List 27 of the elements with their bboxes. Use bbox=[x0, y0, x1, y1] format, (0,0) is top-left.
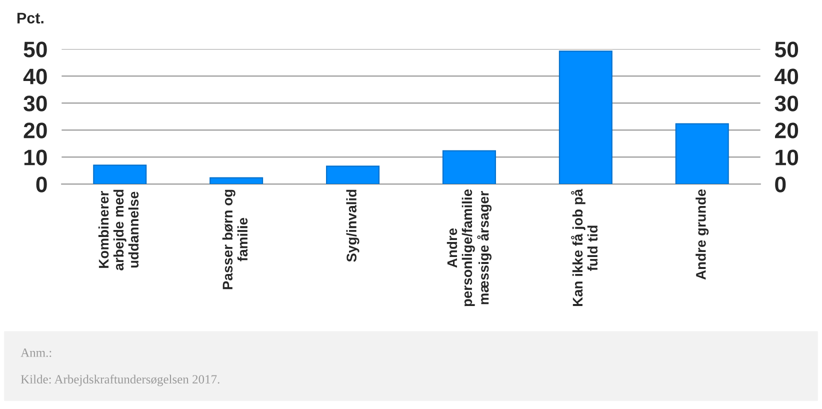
x-tick-label: Andre grunde bbox=[696, 189, 709, 280]
bar bbox=[442, 150, 496, 184]
x-tick-label: Passer børn og familie bbox=[222, 190, 248, 290]
y2-tick-label: 40 bbox=[774, 68, 798, 84]
bar bbox=[675, 123, 729, 184]
y-tick-label: 30 bbox=[24, 96, 47, 112]
y2-tick-label: 10 bbox=[776, 150, 798, 166]
y-tick-label: 10 bbox=[24, 150, 47, 166]
y2-tick-label: 30 bbox=[774, 96, 798, 112]
x-tick-label: Kombinerer arbejde med uddannelse bbox=[98, 190, 139, 270]
y-tick-label: 20 bbox=[24, 122, 47, 138]
text: Kilde: Arbejdskraftundersøgelsen 2017. bbox=[20, 374, 220, 386]
text: Anm.: bbox=[20, 348, 52, 357]
y-axis-title: Pct. bbox=[17, 12, 44, 24]
y2-tick-label: 20 bbox=[775, 122, 798, 138]
bar bbox=[210, 177, 264, 184]
y-tick-label: 0 bbox=[36, 176, 47, 192]
y-tick-label: 50 bbox=[24, 42, 47, 58]
y2-tick-label: 0 bbox=[775, 176, 786, 192]
x-tick-label: Kan ikke få job på fuld tid bbox=[571, 188, 598, 306]
x-tick-label: Andre personlige/familie mæssige årsager bbox=[446, 189, 492, 306]
x-tick-label: Syg/invalid bbox=[346, 190, 360, 262]
bar bbox=[558, 50, 612, 184]
bar bbox=[93, 164, 147, 184]
y2-tick-label: 50 bbox=[774, 42, 798, 58]
y-tick-label: 40 bbox=[23, 68, 47, 84]
bar bbox=[326, 166, 380, 184]
